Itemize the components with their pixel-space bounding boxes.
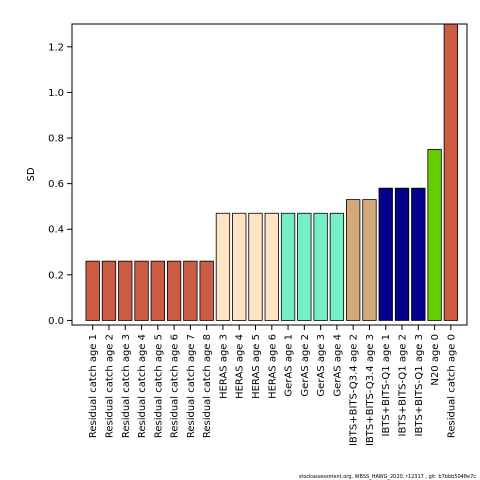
bar — [297, 212, 312, 321]
x-tick-label: IBTS+BITS-Q1 age 3 — [414, 334, 425, 436]
x-tick-label: HERAS age 6 — [267, 334, 278, 399]
bar — [264, 212, 279, 321]
bar — [443, 23, 459, 321]
bar — [427, 149, 442, 321]
x-axis-tick-labels: Residual catch age 1 Residual catch age 2… — [88, 325, 457, 446]
bar — [362, 199, 377, 321]
x-tick-label: GerAS age 4 — [332, 334, 343, 397]
y-tick-label: 0.6 — [48, 179, 64, 190]
x-tick-label: HERAS age 4 — [235, 334, 246, 399]
plot-frame — [71, 23, 468, 326]
y-tick-label: 0.4 — [48, 225, 64, 236]
bar — [280, 212, 296, 321]
bar — [85, 260, 100, 321]
y-tick-label: 1.0 — [48, 88, 64, 99]
bar — [199, 260, 214, 321]
bar — [118, 260, 133, 321]
x-tick-label: Residual catch age 8 — [202, 334, 213, 438]
x-tick-label: Residual catch age 4 — [137, 334, 148, 438]
x-tick-label: Residual catch age 7 — [186, 334, 197, 438]
x-tick-label: Residual catch age 6 — [170, 334, 181, 438]
x-tick-label: N20 age 0 — [430, 334, 441, 386]
y-tick-label: 0.8 — [48, 134, 64, 145]
y-axis-label: SD — [26, 167, 37, 181]
x-tick-label: HERAS age 5 — [251, 334, 262, 399]
bar — [232, 212, 247, 321]
bars — [85, 23, 459, 321]
bar — [101, 260, 117, 321]
y-axis: 0.0 0.2 0.4 0.6 0.8 1.0 1.2 — [48, 42, 72, 327]
x-tick-label: Residual catch age 0 — [446, 334, 457, 438]
bar — [215, 212, 231, 321]
y-tick-label: 1.2 — [48, 42, 64, 53]
x-tick-label: GerAS age 1 — [284, 334, 295, 397]
x-tick-label: HERAS age 3 — [218, 334, 229, 399]
bar — [134, 260, 149, 321]
bar — [411, 187, 426, 321]
x-tick-label: Residual catch age 5 — [153, 334, 164, 438]
bar — [313, 212, 328, 321]
x-tick-label: IBTS+BITS-Q3.4 age 3 — [365, 334, 376, 446]
x-tick-label: Residual catch age 3 — [121, 334, 132, 438]
x-tick-label: Residual catch age 2 — [104, 334, 115, 438]
bar — [150, 260, 165, 321]
x-tick-label: IBTS+BITS-Q1 age 1 — [381, 334, 392, 436]
footer-text: stockassessment.org, WBSS_HAWG_2020, r12… — [298, 474, 476, 480]
bar — [394, 187, 410, 321]
bar — [329, 212, 345, 321]
y-tick-label: 0.2 — [48, 270, 64, 281]
x-tick-label: IBTS+BITS-Q1 age 2 — [398, 334, 409, 436]
bar — [248, 212, 263, 321]
x-tick-label: GerAS age 3 — [316, 334, 327, 397]
bar — [378, 187, 393, 321]
x-tick-label: GerAS age 2 — [300, 334, 311, 397]
x-tick-label: IBTS+BITS-Q3.4 age 2 — [349, 334, 360, 446]
bar — [166, 260, 182, 321]
bar — [346, 199, 361, 321]
y-tick-label: 0.0 — [48, 316, 64, 327]
x-tick-label: Residual catch age 1 — [88, 334, 99, 438]
bar — [183, 260, 198, 321]
